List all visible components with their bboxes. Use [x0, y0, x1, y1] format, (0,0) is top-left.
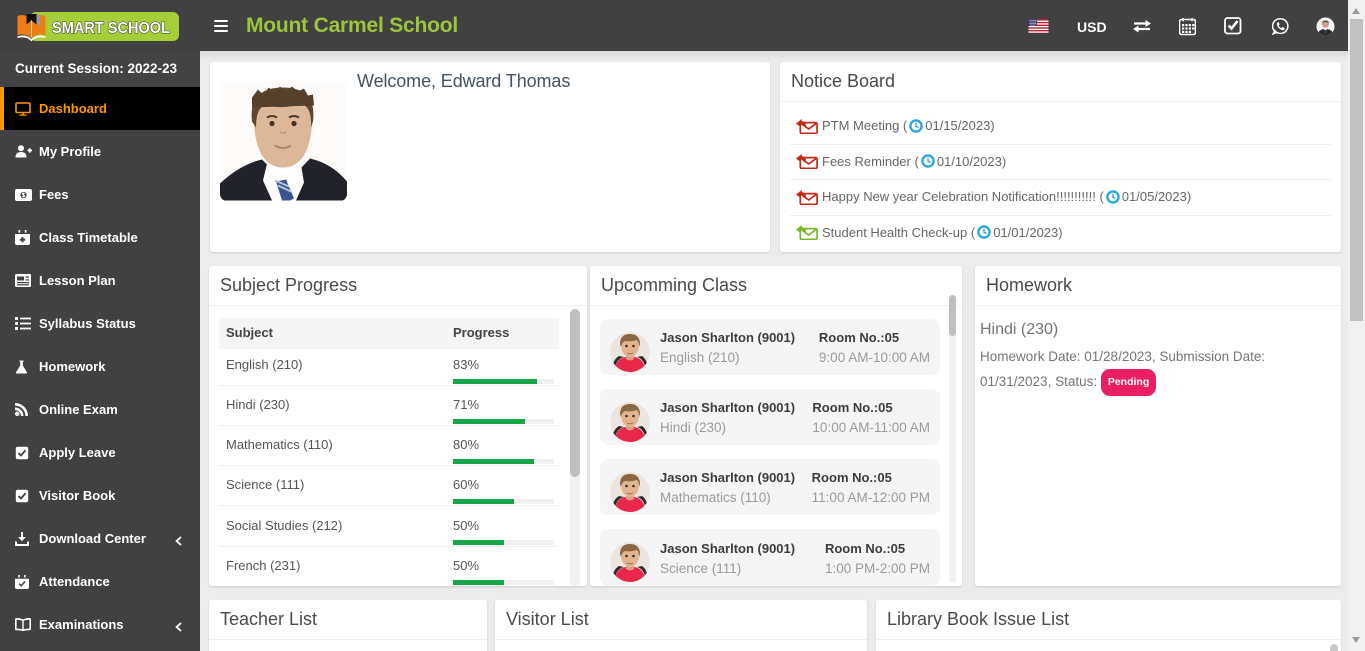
svg-text:SMART SCHOOL: SMART SCHOOL: [52, 20, 170, 37]
